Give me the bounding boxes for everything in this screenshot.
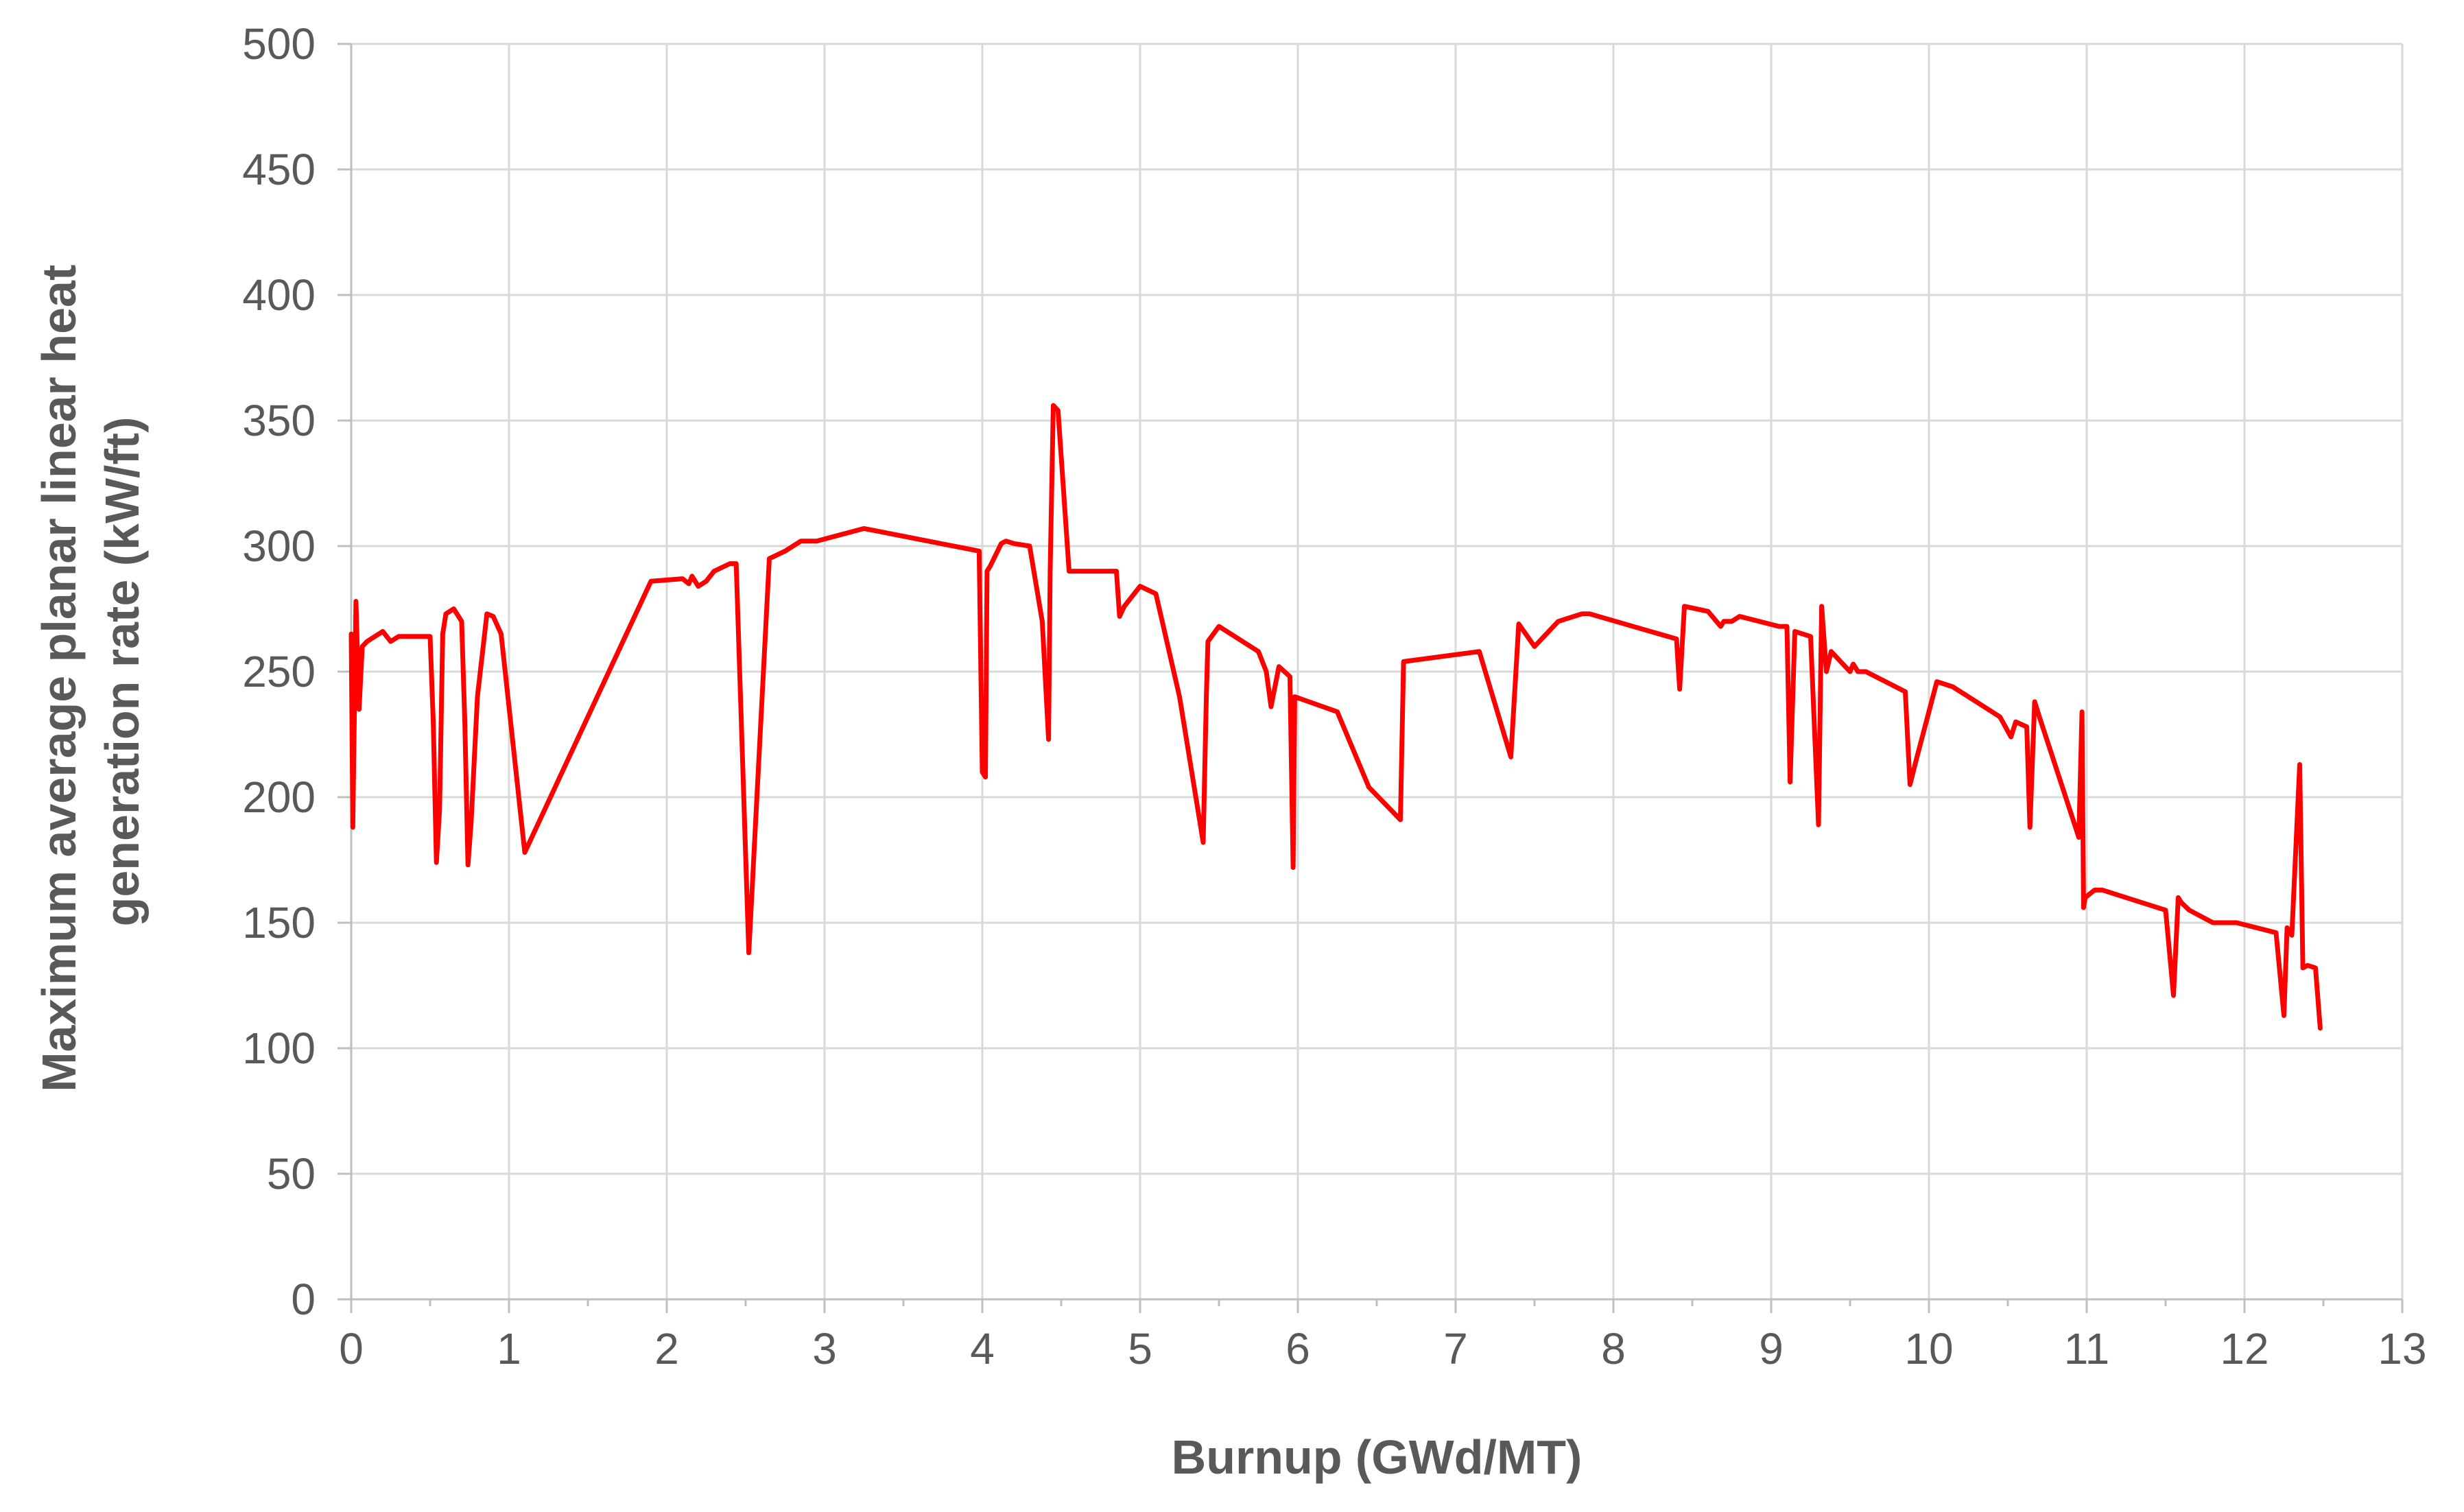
y-axis-title: Maximum average planar linear heat gener… <box>32 251 149 1092</box>
x-tick-label: 2 <box>654 1324 679 1373</box>
y-tick-label: 300 <box>242 521 316 571</box>
y-tick-label: 0 <box>291 1275 316 1324</box>
y-tick-label: 400 <box>242 270 316 320</box>
y-tick-label: 250 <box>242 647 316 696</box>
x-tick-label: 3 <box>812 1324 837 1373</box>
y-tick-label: 450 <box>242 145 316 194</box>
x-tick-label: 11 <box>2064 1324 2109 1373</box>
y-tick-label: 100 <box>242 1024 316 1073</box>
series-line <box>348 403 2323 1031</box>
x-tick-label: 8 <box>1601 1324 1626 1373</box>
series <box>348 403 2323 1031</box>
y-axis-title-line-2: generation rate (kW/ft) <box>95 417 149 927</box>
y-tick-label: 200 <box>242 772 316 822</box>
x-tick-label: 0 <box>339 1324 364 1373</box>
axes <box>337 43 2404 1313</box>
x-tick-label: 4 <box>970 1324 995 1373</box>
x-tick-label: 13 <box>2378 1324 2426 1373</box>
y-tick-label: 350 <box>242 396 316 445</box>
y-tick-label: 150 <box>242 898 316 947</box>
gridlines <box>351 43 2404 1299</box>
x-tick-label: 9 <box>1759 1324 1784 1373</box>
y-axis-title-line-1: Maximum average planar linear heat <box>32 265 86 1092</box>
x-axis-title: Burnup (GWd/MT) <box>1172 1430 1583 1484</box>
x-tick-label: 7 <box>1443 1324 1468 1373</box>
x-tick-label: 1 <box>497 1324 521 1373</box>
y-tick-label: 50 <box>267 1149 316 1198</box>
x-tick-label: 10 <box>1904 1324 1953 1373</box>
x-tick-label: 5 <box>1128 1324 1152 1373</box>
y-tick-label: 500 <box>242 19 316 69</box>
x-tick-label: 12 <box>2220 1324 2268 1373</box>
x-tick-label: 6 <box>1286 1324 1310 1373</box>
